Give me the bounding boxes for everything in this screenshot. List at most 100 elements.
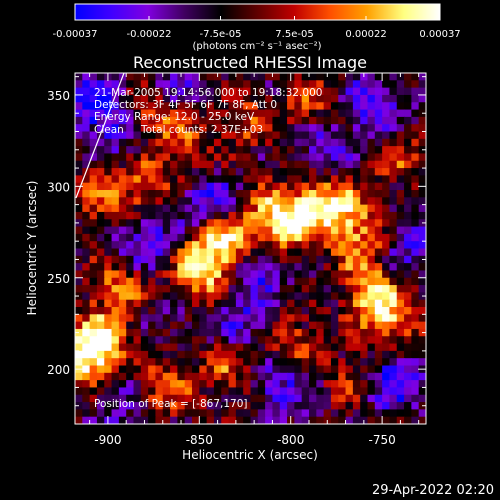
heatmap-cell — [162, 146, 171, 155]
heatmap-cell — [352, 94, 361, 103]
heatmap-cell — [192, 365, 200, 374]
heatmap-cell — [309, 190, 317, 198]
heatmap-cell — [309, 124, 317, 133]
heatmap-cell — [126, 73, 135, 81]
heatmap-cell — [279, 285, 288, 293]
heatmap-cell — [126, 197, 135, 206]
heatmap-cell — [199, 416, 208, 424]
heatmap-cell — [250, 336, 259, 345]
heatmap-cell — [126, 394, 135, 403]
heatmap-cell — [265, 350, 274, 359]
heatmap-cell — [235, 168, 244, 176]
heatmap-cell — [279, 182, 288, 191]
heatmap-cell — [330, 387, 339, 396]
heatmap-cell — [279, 292, 288, 301]
heatmap-cell — [104, 175, 113, 184]
heatmap-cell — [155, 270, 164, 279]
heatmap-cell — [301, 175, 310, 184]
heatmap-cell — [330, 182, 339, 191]
heatmap-cell — [170, 204, 178, 213]
heatmap-cell — [265, 124, 274, 133]
heatmap-cell — [104, 394, 113, 403]
heatmap-cell — [170, 292, 178, 301]
heatmap-cell — [287, 336, 295, 345]
heatmap-cell — [279, 350, 288, 359]
heatmap-cell — [418, 94, 426, 103]
heatmap-cell — [404, 131, 412, 140]
heatmap-cell — [374, 241, 383, 250]
x-tick-label: -850 — [186, 433, 213, 447]
heatmap-cell — [184, 219, 193, 228]
heatmap-cell — [382, 350, 391, 359]
colorbar-tick-label: -0.00037 — [53, 29, 98, 40]
heatmap-cell — [155, 168, 164, 176]
heatmap-cell — [177, 387, 186, 396]
heatmap-cell — [272, 321, 281, 330]
heatmap-cell — [104, 299, 113, 308]
heatmap-cell — [257, 124, 266, 133]
heatmap-cell — [404, 241, 412, 250]
heatmap-cell — [257, 380, 266, 389]
heatmap-cell — [111, 116, 120, 125]
heatmap-cell — [192, 372, 200, 381]
heatmap-cell — [199, 394, 208, 403]
heatmap-cell — [345, 372, 354, 381]
heatmap-cell — [243, 343, 252, 352]
heatmap-cell — [352, 336, 361, 345]
heatmap-cell — [111, 321, 120, 330]
heatmap-cell — [330, 80, 339, 89]
heatmap-cell — [235, 277, 244, 286]
heatmap-cell — [338, 109, 347, 118]
heatmap-cell — [96, 314, 105, 323]
heatmap-cell — [192, 255, 200, 264]
heatmap-cell — [272, 160, 281, 169]
heatmap-cell — [411, 190, 420, 198]
heatmap-cell — [148, 358, 157, 367]
heatmap-cell — [82, 350, 91, 359]
heatmap-cell — [184, 233, 193, 242]
heatmap-cell — [82, 416, 91, 424]
heatmap-cell — [250, 153, 259, 162]
heatmap-cell — [199, 211, 208, 220]
heatmap-cell — [82, 343, 91, 352]
heatmap-cell — [250, 409, 259, 418]
heatmap-cell — [148, 299, 157, 308]
heatmap-cell — [96, 87, 105, 96]
heatmap-cell — [301, 190, 310, 198]
heatmap-cell — [301, 409, 310, 418]
heatmap-cell — [192, 94, 200, 103]
heatmap-cell — [206, 255, 215, 264]
heatmap-cell — [243, 328, 252, 337]
heatmap-cell — [382, 270, 391, 279]
heatmap-cell — [118, 409, 127, 418]
heatmap-cell — [221, 211, 230, 220]
heatmap-cell — [75, 175, 83, 184]
heatmap-cell — [396, 394, 405, 403]
heatmap-cell — [96, 416, 105, 424]
heatmap-cell — [140, 175, 149, 184]
heatmap-cell — [382, 102, 391, 111]
heatmap-cell — [206, 87, 215, 96]
heatmap-cell — [316, 285, 325, 293]
heatmap-cell — [206, 131, 215, 140]
heatmap-cell — [243, 87, 252, 96]
heatmap-cell — [192, 277, 200, 286]
heatmap-cell — [228, 307, 237, 315]
colorbar-tick-label: -7.5e-05 — [200, 29, 242, 40]
heatmap-cell — [75, 277, 83, 286]
heatmap-cell — [309, 160, 317, 169]
heatmap-cell — [162, 380, 171, 389]
heatmap-cell — [396, 402, 405, 410]
heatmap-cell — [104, 197, 113, 206]
heatmap-cell — [279, 270, 288, 279]
heatmap-cell — [250, 358, 259, 367]
heatmap-cell — [199, 387, 208, 396]
heatmap-cell — [162, 270, 171, 279]
heatmap-cell — [170, 211, 178, 220]
heatmap-cell — [301, 204, 310, 213]
heatmap-cell — [389, 182, 398, 191]
heatmap-cell — [389, 153, 398, 162]
heatmap-cell — [404, 94, 412, 103]
heatmap-cell — [411, 358, 420, 367]
heatmap-cell — [257, 343, 266, 352]
